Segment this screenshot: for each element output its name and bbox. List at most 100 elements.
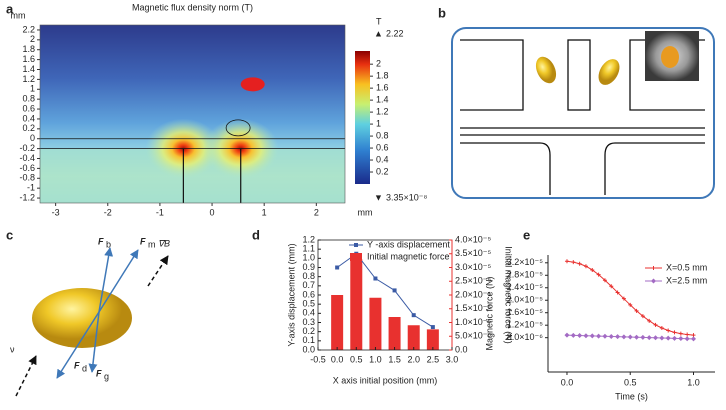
y2-tick-label: 5.0×10⁻⁶ [455,331,492,341]
y-tick-label: 0.0 [302,344,315,354]
bar [369,297,382,350]
y-tick-label: 0.2 [302,326,315,336]
y-tick-label: 3.2×10⁻⁵ [507,257,544,267]
point [621,296,626,301]
y-tick-label: 1.0 [302,253,315,263]
point [634,334,640,340]
y-tick-label: -0.4 [19,153,35,163]
y-tick-label: 1.8 [22,44,35,54]
point [659,335,665,341]
point [684,336,690,342]
y-tick-label: 0.8 [22,94,35,104]
point [590,267,595,272]
bar [426,329,439,350]
x-tick-label: 2.0 [407,354,420,364]
x-tick-label: 0.0 [331,354,344,364]
x-tick-label: 2 [314,207,319,217]
particle [598,59,620,85]
y-tick-label: 8.0×10⁻⁶ [507,332,544,342]
colorbar-tick-label: 1 [376,118,381,128]
force-subscript: b [106,239,111,249]
x-tick-label: 0 [210,207,215,217]
y2-tick-label: 2.0×10⁻⁵ [455,289,492,299]
bar [350,259,363,350]
point [596,333,602,339]
magnet-region [240,77,265,92]
plot-frame [39,24,346,204]
y-tick-label: 1.4 [22,64,35,74]
panel-label: a [6,1,14,16]
point [685,332,690,337]
colorbar-tick-label: 0.2 [376,166,389,176]
y-tick-label: 2.0×10⁻⁵ [507,295,544,305]
y-tick-label: 0.7 [302,280,315,290]
legend-label: Y -axis displacement [367,239,450,249]
legend-marker [651,266,656,270]
particle [535,56,557,84]
point [627,334,633,340]
point [430,325,435,330]
y-tick-label: 2.4×10⁻⁵ [507,282,544,292]
y-tick-label: 0.8 [302,271,315,281]
point [621,334,627,340]
y2-tick-label: 3.5×10⁻⁵ [455,248,492,258]
x-axis-title: Time (s) [615,391,648,401]
point [609,284,614,289]
point [653,322,658,327]
point [690,336,696,342]
panel-label: d [252,227,260,242]
panel-label: c [6,227,13,242]
point [577,333,583,339]
point [672,335,678,341]
colorbar [355,51,370,184]
y-tick-label: 0.1 [302,335,315,345]
y2-tick-label: 1.5×10⁻⁵ [455,303,492,313]
y-tick-label: 1.2 [302,234,315,244]
chart-title: Magnetic flux density norm (T) [132,2,253,12]
y-tick-label: 1 [30,84,35,94]
x-tick-label: 1.0 [369,354,382,364]
y2-tick-label: 4.0×10⁻⁵ [455,234,492,244]
y-tick-label: 0.9 [302,262,315,272]
colorbar-unit: T [376,16,382,26]
y-tick-label: 0.2 [22,123,35,133]
min-marker: ▼ [374,192,383,202]
x-tick-label: 1 [262,207,267,217]
colorbar-max-label: 2.22 [386,28,404,38]
y2-tick-label: 0.0 [455,344,468,354]
x-tick-label: -2 [104,207,112,217]
bar [407,325,420,350]
point [602,333,608,339]
point [665,335,671,341]
x-tick-label: 0.5 [624,377,637,387]
point [596,272,601,277]
legend-swatch [350,253,362,261]
point [577,261,582,266]
point [628,302,633,307]
point [583,264,588,269]
force-subscript: m [148,239,156,249]
point [583,333,589,339]
y-tick-label: 2.8×10⁻⁵ [507,270,544,280]
bar [331,295,344,350]
point [411,313,416,318]
point [571,260,576,265]
force-label: F [96,368,102,378]
gradient-arrow [147,255,169,287]
y-tick-label: 1.2 [22,74,35,84]
colorbar-tick-label: 0.4 [376,154,389,164]
point [653,335,659,341]
point [659,326,664,331]
y-tick-label: -1.2 [19,192,35,202]
point [646,335,652,341]
y-tick-label: 1.6×10⁻⁵ [507,307,544,317]
bar [388,317,401,350]
y-tick-label: 2 [30,34,35,44]
point [602,278,607,283]
point [564,332,570,338]
colorbar-tick-label: 1.6 [376,83,389,93]
y-tick-label: -1 [27,183,35,193]
y-tick-label: 1.6 [22,54,35,64]
point [678,336,684,342]
